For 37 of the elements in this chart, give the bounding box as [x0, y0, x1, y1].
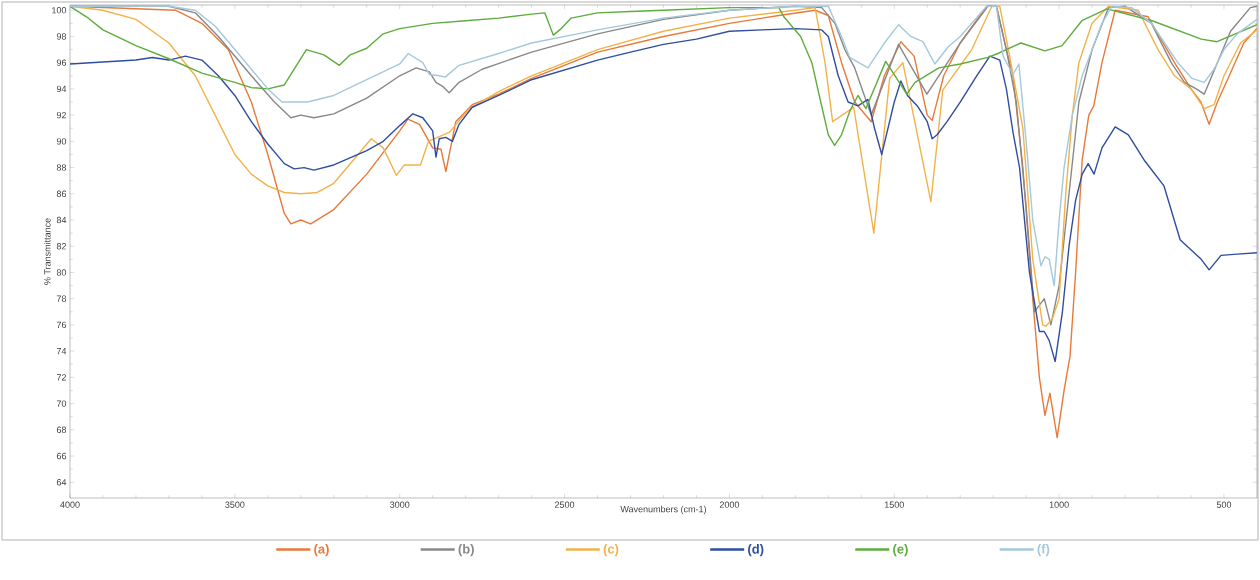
- y-tick-label: 82: [56, 243, 67, 250]
- y-tick-label: 66: [56, 452, 67, 460]
- x-tick-label: 3000: [390, 501, 410, 508]
- y-tick-label: 92: [56, 111, 67, 119]
- y-tick-label: 72: [56, 374, 67, 381]
- y-tick-label: 68: [56, 426, 67, 433]
- y-tick-label: 98: [56, 33, 67, 40]
- y-tick-label: 64: [56, 479, 67, 486]
- x-tick-label: 2500: [555, 501, 575, 508]
- x-tick-label: 3500: [225, 501, 245, 508]
- legend-label: (e): [893, 544, 908, 557]
- legend-label: (a): [314, 544, 329, 557]
- x-tick-label: 500: [1216, 501, 1232, 508]
- x-tick-label: 4000: [60, 501, 80, 508]
- line-series: [70, 5, 1257, 146]
- y-tick-label: 80: [56, 269, 67, 276]
- y-tick-label: 94: [56, 85, 67, 93]
- y-tick-label: 100: [52, 7, 67, 14]
- legend-label: (d): [748, 544, 764, 557]
- legend-label: (c): [603, 544, 619, 557]
- x-tick-label: 1500: [884, 501, 904, 508]
- x-tick-label: 2000: [719, 501, 740, 508]
- x-tick-label: 1000: [1049, 501, 1069, 508]
- x-axis-title: Wavenumbers (cm-1): [620, 505, 706, 515]
- y-axis-title: % Transmittance: [43, 218, 51, 285]
- y-tick-label: 74: [56, 348, 67, 355]
- y-tick-label: 90: [56, 138, 67, 145]
- legend-label: (b): [458, 544, 474, 557]
- y-tick-label: 76: [56, 321, 67, 329]
- y-tick-label: 88: [56, 164, 67, 171]
- y-tick-label: 84: [56, 216, 67, 224]
- y-tick-label: 96: [56, 59, 67, 66]
- legend-label: (f): [1037, 544, 1050, 557]
- y-tick-label: 86: [56, 190, 67, 197]
- y-tick-label: 78: [56, 295, 67, 302]
- y-tick-label: 70: [56, 400, 67, 407]
- line-series: [70, 27, 1257, 363]
